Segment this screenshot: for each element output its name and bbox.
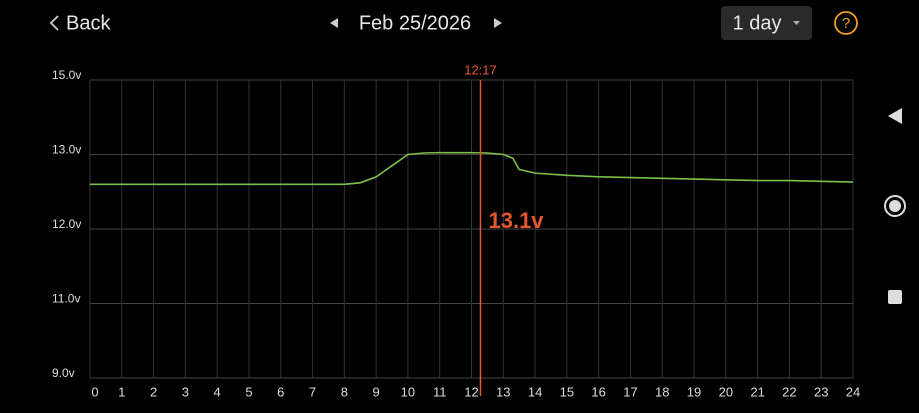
x-tick-label: 19	[687, 384, 701, 399]
x-tick-label: 17	[623, 384, 637, 399]
nav-recents[interactable]	[888, 290, 902, 304]
back-label: Back	[66, 12, 111, 34]
date-label: Feb 25/2026	[359, 12, 471, 34]
nav-home-ring	[884, 195, 906, 217]
x-tick-label: 1	[118, 384, 125, 399]
help-label: ?	[842, 15, 850, 32]
dropdown-box	[721, 6, 812, 40]
x-tick-label: 0	[91, 384, 98, 399]
cursor-time: 12:17	[464, 62, 497, 77]
y-tick-label: 13.0v	[52, 143, 81, 157]
dropdown-caret	[793, 21, 800, 25]
x-tick-label: 6	[277, 384, 284, 399]
x-tick-label: 2	[150, 384, 157, 399]
y-tick-label: 15.0v	[52, 68, 81, 82]
y-tick-label: 12.0v	[52, 217, 81, 231]
x-tick-label: 7	[309, 384, 316, 399]
x-tick-label: 22	[782, 384, 796, 399]
help-button[interactable]: ?	[834, 11, 858, 35]
nav-home[interactable]	[884, 195, 906, 217]
nav-back[interactable]	[888, 108, 902, 124]
x-tick-label: 5	[245, 384, 252, 399]
x-tick-label: 15	[560, 384, 574, 399]
y-tick-label: 9.0v	[52, 366, 75, 380]
voltage-line	[90, 151, 854, 186]
cursor-value: 13.1v	[488, 208, 544, 233]
x-tick-label: 20	[719, 384, 733, 399]
x-tick-label: 4	[214, 384, 221, 399]
x-tick-label: 12	[464, 384, 478, 399]
range-dropdown[interactable]: 1 day	[721, 6, 812, 40]
x-tick-label: 8	[341, 384, 348, 399]
x-tick-label: 9	[373, 384, 380, 399]
x-tick-label: 10	[401, 384, 415, 399]
back-button[interactable]: Back	[49, 12, 111, 34]
range-label: 1 day	[733, 12, 782, 34]
y-tick-label: 11.0v	[52, 292, 80, 306]
x-tick-label: 18	[655, 384, 669, 399]
x-tick-label: 21	[750, 384, 764, 399]
x-tick-label: 11	[433, 384, 447, 399]
prev-day[interactable]	[330, 18, 338, 28]
x-tick-label: 13	[496, 384, 510, 399]
x-tick-label: 24	[846, 384, 860, 399]
next-day[interactable]	[494, 18, 502, 28]
x-tick-label: 23	[814, 384, 828, 399]
back-icon	[49, 15, 59, 31]
x-tick-label: 14	[528, 384, 542, 399]
x-tick-label: 3	[182, 384, 189, 399]
x-tick-label: 16	[591, 384, 605, 399]
help-circle	[834, 11, 858, 35]
nav-home-dot	[889, 200, 901, 212]
